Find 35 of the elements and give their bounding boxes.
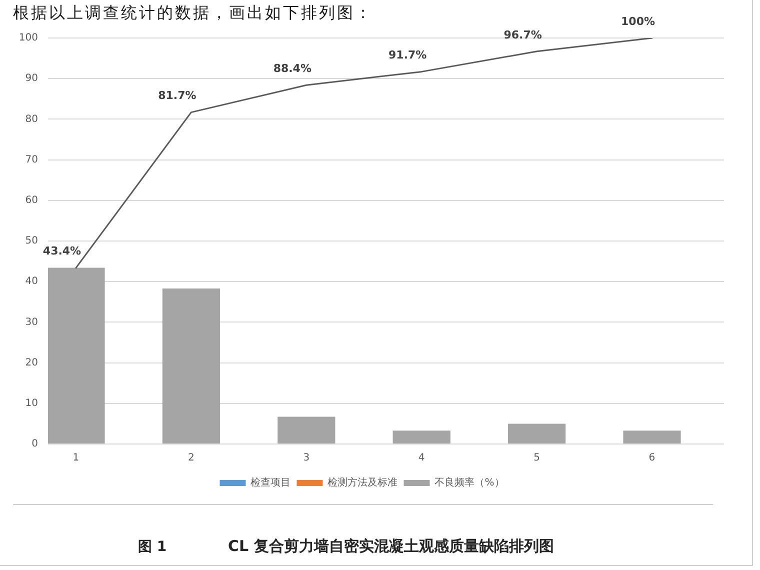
data-label: 96.7% <box>504 28 542 42</box>
y-tick-label: 80 <box>25 114 38 125</box>
x-tick-label: 1 <box>72 452 80 464</box>
legend-label: 不良频率（%） <box>434 476 504 489</box>
bar <box>48 268 105 444</box>
bar <box>162 288 220 444</box>
legend-label: 检查项目 <box>250 476 291 489</box>
x-tick-label: 5 <box>534 452 540 464</box>
y-tick-label: 50 <box>25 236 38 247</box>
data-label: 100% <box>621 14 655 28</box>
x-tick-label: 3 <box>303 452 310 464</box>
y-tick-label: 90 <box>25 73 38 84</box>
x-tick-label: 6 <box>648 452 656 464</box>
text: CL 复合剪力墙自密实混凝土观感质量缺陷排列图 <box>228 537 554 556</box>
y-tick-label: 60 <box>25 194 38 206</box>
bar <box>623 430 681 444</box>
x-tick-label: 4 <box>418 452 425 464</box>
y-tick-label: 20 <box>25 357 38 368</box>
y-tick-label: 30 <box>25 316 38 328</box>
data-label: 81.7% <box>158 89 196 102</box>
y-tick-label: 100 <box>18 32 38 44</box>
text: 根据以上调查统计的数据，画出如下排列图： <box>13 3 373 24</box>
caption: 图 1 <box>138 538 167 556</box>
bar <box>392 430 450 444</box>
y-tick-label: 10 <box>25 398 38 409</box>
data-label: 88.4% <box>273 62 312 75</box>
x-tick-label: 2 <box>188 452 194 464</box>
y-tick-label: 0 <box>32 438 38 450</box>
legend-label: 检测方法及标准 <box>328 476 398 489</box>
data-label: 43.4% <box>42 244 82 258</box>
y-tick-label: 70 <box>25 154 38 166</box>
bar <box>278 416 336 444</box>
data-label: 91.7% <box>388 48 427 62</box>
y-tick-label: 40 <box>25 276 38 288</box>
bar <box>508 424 566 444</box>
